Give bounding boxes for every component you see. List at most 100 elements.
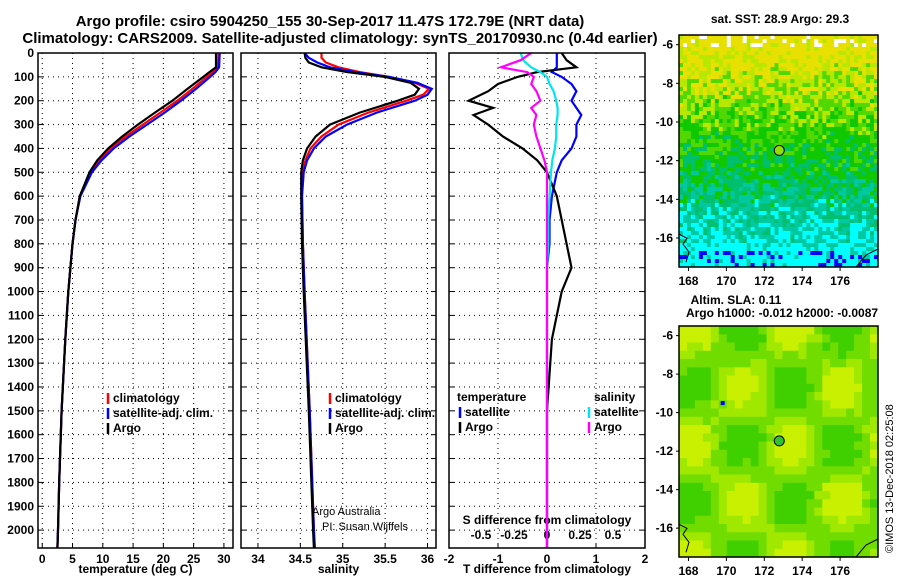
map-cell <box>679 55 684 60</box>
map-cell <box>687 67 692 72</box>
map-cell <box>687 243 692 248</box>
map-cell <box>866 95 871 100</box>
map-cell <box>838 151 843 156</box>
map-cell <box>706 103 712 108</box>
map-cell <box>746 55 752 60</box>
map-cell <box>870 247 875 252</box>
map-cell <box>846 131 851 136</box>
map-cell <box>862 548 871 558</box>
map-cell <box>802 127 807 132</box>
map-cell <box>694 326 704 335</box>
map-cell <box>810 127 815 132</box>
map-cell <box>714 123 720 128</box>
map-cell <box>762 83 768 88</box>
map-cell <box>802 231 807 236</box>
map-cell <box>826 67 831 72</box>
map-cell <box>786 95 791 100</box>
map-cell <box>766 532 776 542</box>
map-cell <box>690 91 696 96</box>
map-cell <box>770 187 775 192</box>
map-cell <box>726 441 736 451</box>
map-cell <box>702 416 712 426</box>
map-cell <box>738 179 744 184</box>
map-cell <box>687 441 696 451</box>
map-cell <box>750 107 756 112</box>
map-cell <box>858 87 863 92</box>
map-cell <box>718 195 724 200</box>
map-cell <box>862 67 867 72</box>
map-cell <box>706 59 712 64</box>
map-cell <box>778 179 783 184</box>
map-cell <box>758 326 768 335</box>
map-cell <box>870 155 875 160</box>
map-cell <box>679 67 684 72</box>
map-cell <box>734 187 740 192</box>
map-cell <box>726 243 732 248</box>
map-cell <box>798 367 807 377</box>
map-cell <box>806 175 811 180</box>
map-cell <box>830 163 835 168</box>
map-cell <box>838 449 847 459</box>
map-cell <box>690 99 696 104</box>
map-cell <box>830 441 839 451</box>
map-cell <box>746 123 752 128</box>
map-cell <box>870 548 879 558</box>
map-cell <box>726 239 732 244</box>
legend-title-temperature: temperature <box>457 390 527 404</box>
legend-label: climatology <box>335 391 402 405</box>
map-cell <box>746 207 752 212</box>
map-cell <box>846 235 851 240</box>
map-cell <box>762 195 768 200</box>
map-cell <box>790 235 795 240</box>
map-cell <box>750 87 756 92</box>
argo-float-marker <box>773 144 785 156</box>
map-cell <box>806 223 811 228</box>
map-cell <box>814 263 819 268</box>
map-cell <box>850 67 855 72</box>
map-cell <box>687 139 692 144</box>
map-cell <box>798 39 803 44</box>
map-cell <box>858 99 863 104</box>
map-cell <box>874 35 879 40</box>
map-cell <box>842 239 847 244</box>
map-cell <box>862 155 867 160</box>
map-cell <box>866 131 871 136</box>
map-cell <box>806 425 815 434</box>
map-cell <box>702 507 712 517</box>
map-cell <box>774 207 779 212</box>
map-cell <box>750 334 760 344</box>
map-cell <box>746 255 752 260</box>
map-cell <box>734 159 740 164</box>
map-cell <box>710 151 716 156</box>
map-cell <box>726 187 732 192</box>
map-cell <box>762 255 768 260</box>
map-cell <box>846 263 851 268</box>
map-cell <box>830 83 835 88</box>
map-cell <box>806 433 815 443</box>
map-cell <box>798 491 807 500</box>
map-cell <box>830 143 835 148</box>
map-cell <box>814 175 819 180</box>
map-cell <box>679 524 688 533</box>
map-cell <box>798 55 803 60</box>
map-cell <box>766 251 772 256</box>
map-cell <box>870 211 875 216</box>
map-cell <box>683 155 688 160</box>
map-cell <box>870 199 875 204</box>
map-cell <box>818 111 823 116</box>
map-cell <box>834 239 839 244</box>
map-cell <box>854 255 859 260</box>
map-cell <box>838 524 847 533</box>
depth-tick-label: 1700 <box>7 452 34 466</box>
map-cell <box>698 135 704 140</box>
map-cell <box>679 449 688 459</box>
map-cell <box>766 416 776 426</box>
map-cell <box>870 449 879 459</box>
map-cell <box>850 95 855 100</box>
map-cell <box>730 47 736 52</box>
map-cell <box>710 540 720 550</box>
map-cell <box>786 143 791 148</box>
map-cell <box>842 183 847 188</box>
map-cell <box>858 191 863 196</box>
map-cell <box>826 83 831 88</box>
